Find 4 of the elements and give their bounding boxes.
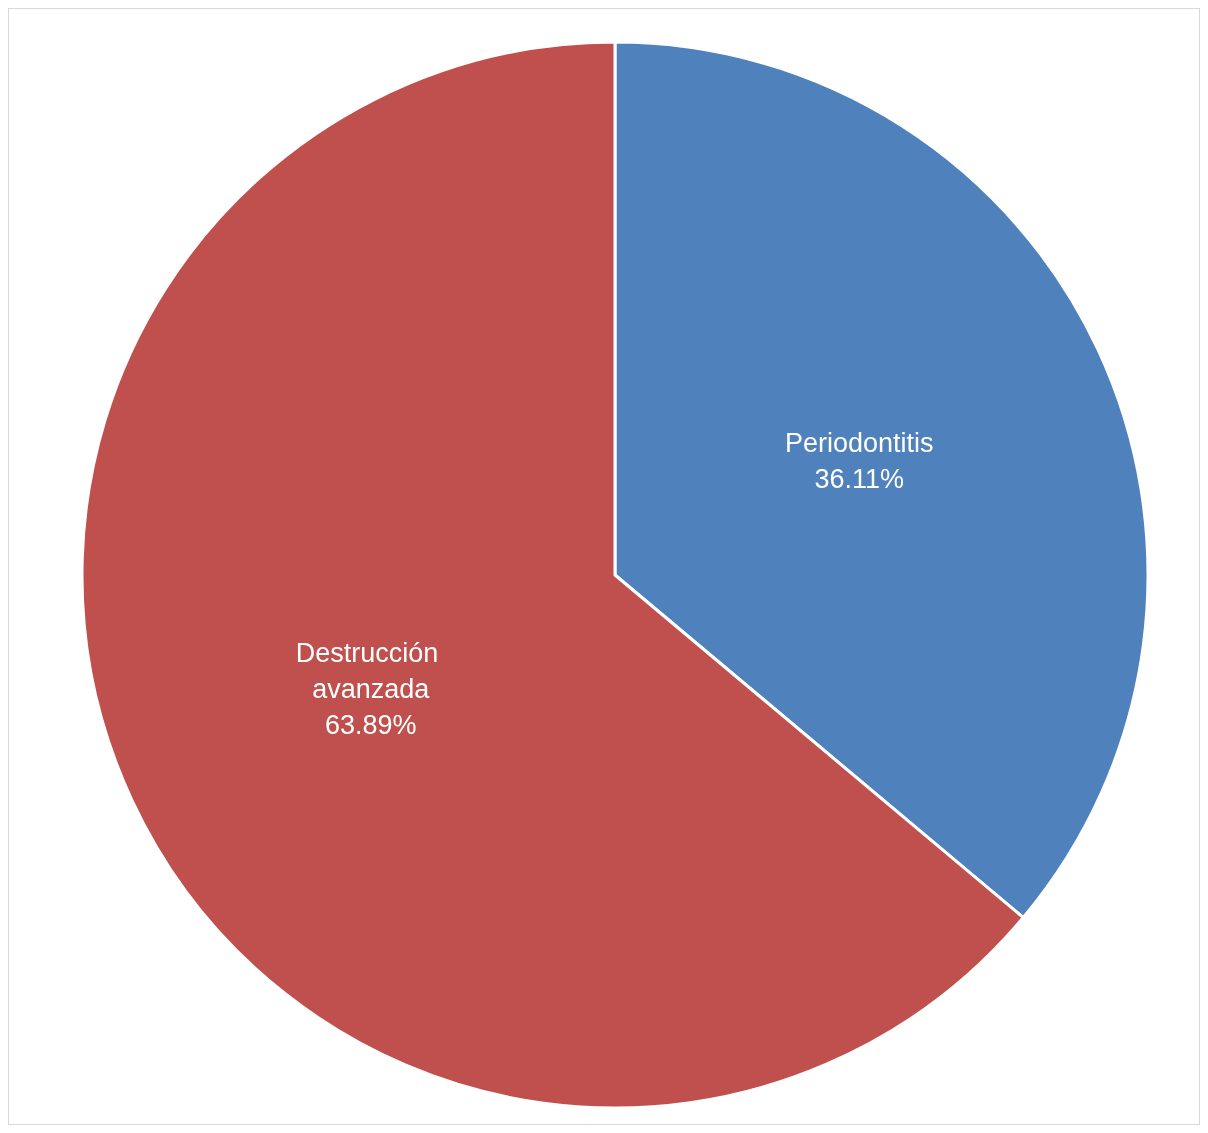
data-label: 36.11% — [814, 464, 905, 495]
slice-label: Destrucción avanzada — [295, 637, 446, 704]
data-label: 63.89% — [324, 709, 417, 740]
slice-label: Periodontitis — [784, 428, 934, 459]
